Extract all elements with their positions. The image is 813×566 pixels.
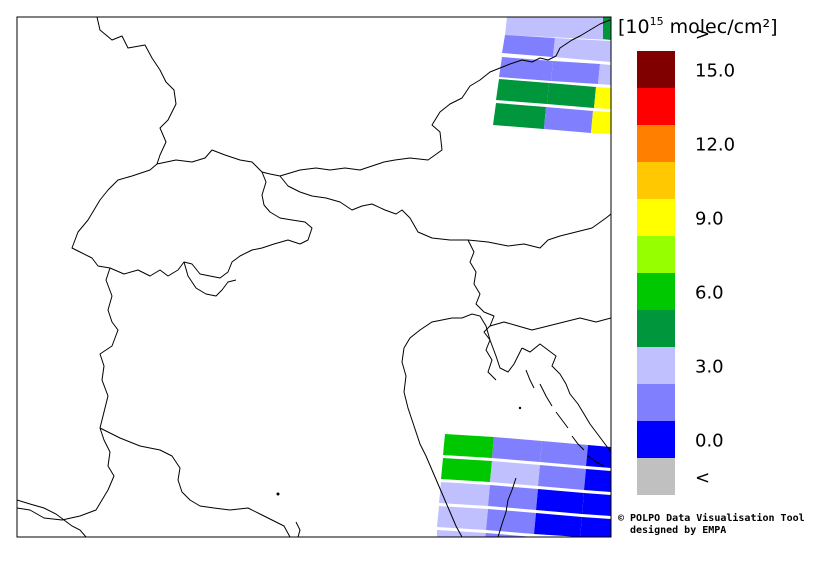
swath-pixel bbox=[603, 17, 611, 40]
border-line bbox=[109, 239, 301, 279]
coastline-ligurian bbox=[17, 499, 87, 537]
country-borders bbox=[17, 17, 611, 537]
credit-line-1: © POLPO Data Visualisation Tool bbox=[618, 512, 805, 524]
swath-pixel bbox=[534, 513, 582, 537]
colorbar-bin bbox=[637, 347, 675, 384]
coastline-north-adriatic bbox=[403, 313, 523, 373]
coastline-italy-east bbox=[401, 347, 463, 537]
border-line bbox=[489, 317, 611, 331]
swath-pixel bbox=[553, 38, 611, 62]
swath-pixel bbox=[584, 469, 611, 492]
swath-pixel bbox=[437, 530, 486, 537]
swath-pixel bbox=[439, 482, 490, 506]
island-dot bbox=[518, 406, 522, 410]
colorbar-legend: [1015 molec/cm²] <0.0 3.0 6.0 9.0 12.0 15.0 > bbox=[618, 15, 778, 495]
swath-pixel bbox=[544, 107, 593, 133]
swath-pixel bbox=[586, 445, 611, 468]
colorbar-tick-label: 6.0 bbox=[695, 283, 724, 304]
colorbar-labels: <0.0 3.0 6.0 9.0 12.0 15.0 > bbox=[695, 24, 735, 489]
map-content bbox=[17, 17, 611, 537]
swath-pixel bbox=[496, 79, 549, 104]
coastline-islands bbox=[525, 369, 605, 467]
border-line bbox=[467, 239, 497, 381]
swath-pixel bbox=[485, 533, 534, 537]
swath-group-north bbox=[493, 17, 611, 134]
swath-pixel bbox=[536, 489, 584, 514]
credit-block: © POLPO Data Visualisation Tool designed… bbox=[618, 512, 805, 536]
swath-pixel bbox=[492, 437, 542, 462]
colorbar-bin bbox=[637, 310, 675, 347]
coastlines bbox=[17, 313, 611, 537]
swath-pixel bbox=[540, 441, 588, 466]
colorbar-bin bbox=[637, 125, 675, 162]
swath-group-south bbox=[437, 434, 611, 537]
colorbar-bin bbox=[637, 384, 675, 421]
colorbar-unit-label: [1015 molec/cm²] bbox=[618, 15, 778, 38]
colorbar-tick-label: < bbox=[695, 468, 710, 489]
border-line bbox=[17, 251, 119, 521]
credit-line-2: designed by EMPA bbox=[630, 524, 726, 536]
colorbar-bin bbox=[637, 51, 675, 88]
border-line bbox=[156, 149, 281, 177]
swath-pixel bbox=[441, 458, 492, 482]
swath-pixel bbox=[547, 83, 596, 108]
swath-pixel bbox=[594, 87, 611, 109]
swath-pixel bbox=[488, 485, 538, 510]
map-frame bbox=[16, 16, 612, 538]
colorbar-tick-label: 0.0 bbox=[695, 431, 724, 452]
swath-pixel bbox=[437, 506, 488, 530]
swath-pixel bbox=[551, 61, 600, 84]
colorbar-tick-label: 12.0 bbox=[695, 135, 735, 156]
border-line bbox=[261, 171, 313, 245]
swath-pixel bbox=[538, 465, 586, 490]
unit-bracket: [ bbox=[618, 16, 625, 38]
coastline-tyrrhenian bbox=[295, 521, 301, 537]
colorbar-tick-label: 15.0 bbox=[695, 61, 735, 82]
colorbar-bins bbox=[637, 51, 675, 495]
unit-rest: molec/cm²] bbox=[664, 16, 778, 38]
colorbar-bin bbox=[637, 458, 675, 495]
swath-pixel bbox=[493, 103, 546, 129]
swath-pixel bbox=[502, 35, 555, 57]
unit-exponent: 15 bbox=[650, 15, 664, 28]
swath-pixel bbox=[598, 64, 611, 85]
colorbar-bin bbox=[637, 162, 675, 199]
swath-pixel bbox=[490, 461, 540, 486]
swath-pixel bbox=[591, 111, 611, 134]
unit-base: 10 bbox=[625, 16, 649, 38]
border-line bbox=[183, 261, 237, 297]
border-line bbox=[99, 427, 291, 537]
colorbar-bin bbox=[637, 421, 675, 458]
swath-pixel bbox=[582, 493, 611, 516]
swath-pixel bbox=[486, 509, 536, 534]
colorbar-bin bbox=[637, 273, 675, 310]
border-line bbox=[497, 477, 517, 537]
island-dot bbox=[276, 492, 280, 496]
swath-pixel bbox=[505, 17, 611, 40]
colorbar-bin bbox=[637, 199, 675, 236]
colorbar-tick-label: 9.0 bbox=[695, 209, 724, 230]
colorbar-tick-label: 3.0 bbox=[695, 357, 724, 378]
colorbar-bin bbox=[637, 236, 675, 273]
colorbar-bin bbox=[637, 88, 675, 125]
colorbar-tick-label: > bbox=[695, 24, 710, 45]
coastline-croatia bbox=[521, 343, 611, 453]
swath-pixel bbox=[580, 517, 611, 537]
border-line bbox=[279, 175, 611, 249]
border-line bbox=[71, 17, 177, 253]
swath-pixel bbox=[443, 434, 494, 458]
border-line bbox=[279, 19, 611, 177]
